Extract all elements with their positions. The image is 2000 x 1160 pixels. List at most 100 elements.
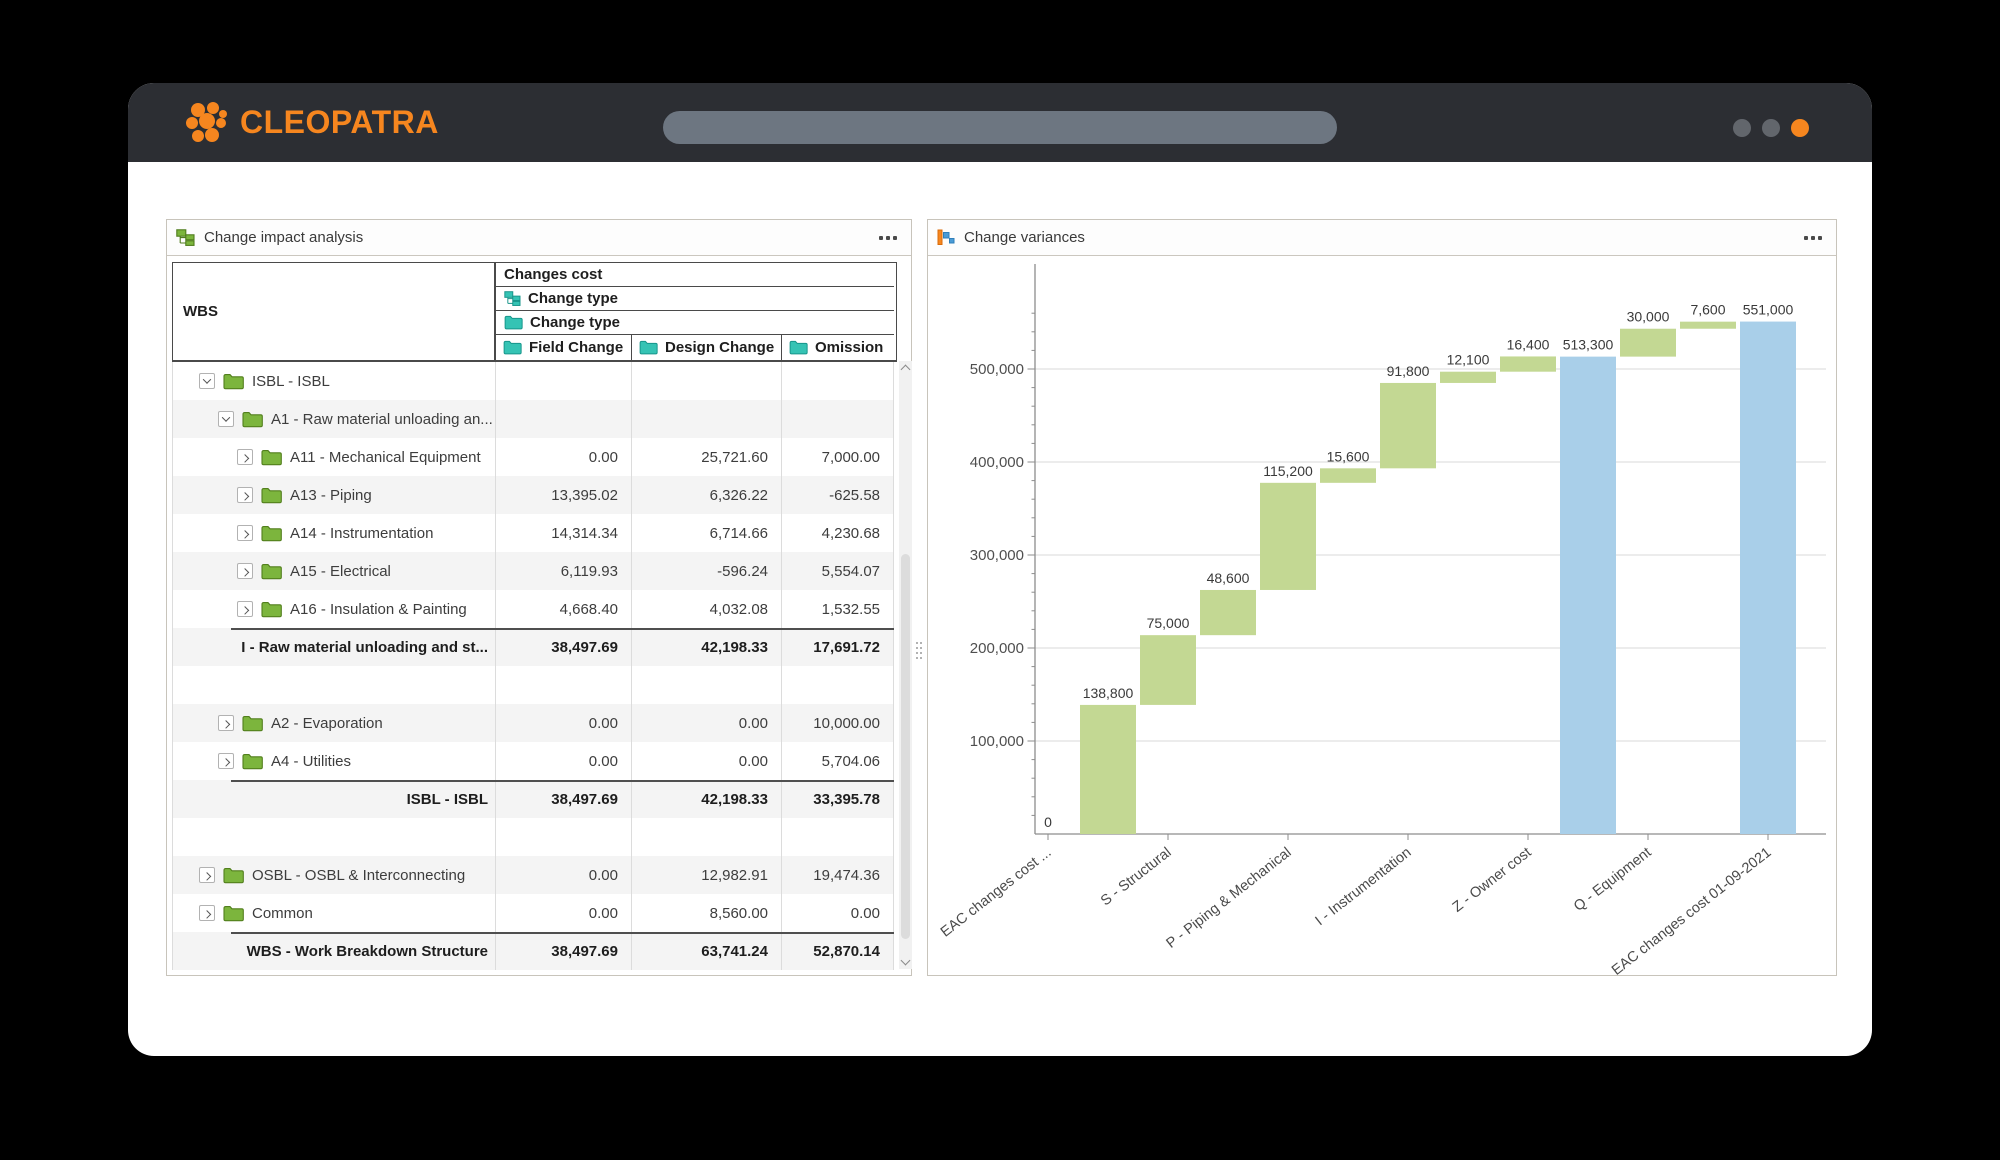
value-cell: 42,198.33 (632, 780, 782, 818)
window-control-dot-2[interactable] (1762, 119, 1780, 137)
expand-toggle[interactable] (199, 905, 215, 921)
waterfall-chart: 100,000 200,000 300,000 400,000 500,000 0 EAC … (938, 264, 1826, 975)
scroll-up-icon[interactable] (900, 364, 911, 375)
folder-icon (503, 340, 522, 355)
change-impact-panel-body: WBS Changes cost (167, 256, 912, 975)
wbs-cell: A16 - Insulation & Painting (173, 590, 496, 628)
panel-menu-button[interactable] (875, 232, 901, 244)
table-row[interactable]: OSBL - OSBL & Interconnecting 0.00 12,982.… (173, 856, 894, 894)
value-cell: 4,668.40 (496, 590, 632, 628)
wbs-cell: OSBL - OSBL & Interconnecting (173, 856, 496, 894)
column-label: Field Change (529, 339, 624, 356)
expand-toggle[interactable] (218, 715, 234, 731)
folder-icon (639, 340, 658, 355)
expand-toggle[interactable] (218, 753, 234, 769)
waterfall-bar (1500, 356, 1556, 372)
value-cell: -625.58 (782, 476, 894, 514)
panel-splitter[interactable] (914, 633, 926, 671)
change-type-folder-header: Change type (496, 311, 894, 335)
value-cell: 0.00 (496, 894, 632, 932)
waterfall-bar (1380, 382, 1436, 469)
scrollbar-thumb[interactable] (901, 554, 910, 939)
window-controls (1733, 119, 1809, 137)
wbs-cell: A4 - Utilities (173, 742, 496, 780)
table-row[interactable]: A16 - Insulation & Painting 4,668.40 4,032… (173, 590, 894, 628)
wbs-cell: I - Raw material unloading and st... (173, 628, 496, 666)
panel-menu-button[interactable] (1800, 232, 1826, 244)
vertical-scrollbar[interactable] (899, 361, 912, 969)
expand-toggle[interactable] (237, 525, 253, 541)
expand-toggle[interactable] (237, 563, 253, 579)
bar-value-label: 138,800 (1083, 685, 1134, 701)
cleopatra-logo-icon (186, 101, 227, 142)
value-cell (782, 362, 894, 400)
value-cell: 19,474.36 (782, 856, 894, 894)
value-cell: 14,314.34 (496, 514, 632, 552)
search-bar[interactable] (663, 111, 1337, 144)
waterfall-bar (1620, 328, 1676, 357)
folder-icon (261, 449, 282, 466)
bar-value-label: 115,200 (1263, 463, 1313, 479)
table-row[interactable]: Common 0.00 8,560.00 0.00 (173, 894, 894, 932)
bar-value-label: 0 (1044, 814, 1052, 830)
table-row[interactable]: A1 - Raw material unloading an... (173, 400, 894, 438)
value-cell (496, 666, 632, 704)
value-cell (496, 400, 632, 438)
value-cell: 25,721.60 (632, 438, 782, 476)
expand-toggle[interactable] (237, 487, 253, 503)
collapse-toggle[interactable] (218, 411, 234, 427)
value-cell: 0.00 (632, 742, 782, 780)
collapse-toggle[interactable] (199, 373, 215, 389)
table-row[interactable]: A2 - Evaporation 0.00 0.00 10,000.00 (173, 704, 894, 742)
value-cell: 7,000.00 (782, 438, 894, 476)
wbs-cell: ISBL - ISBL (173, 780, 496, 818)
change-impact-panel: Change impact analysis WBS Changes cost (166, 219, 912, 976)
value-cell: 38,497.69 (496, 628, 632, 666)
folder-icon (223, 867, 244, 884)
x-axis-label: EAC changes cost ... (938, 845, 1055, 941)
window-control-dot-1[interactable] (1733, 119, 1751, 137)
table-row[interactable]: A14 - Instrumentation 14,314.34 6,714.66 4,… (173, 514, 894, 552)
bar-value-label: 48,600 (1207, 570, 1250, 586)
value-cell (632, 666, 782, 704)
table-row[interactable]: A11 - Mechanical Equipment 0.00 25,721.60 7… (173, 438, 894, 476)
y-axis-label: 200,000 (970, 640, 1024, 657)
wbs-cell (173, 818, 496, 856)
expand-toggle[interactable] (237, 449, 253, 465)
table-row: ISBL - ISBL 38,497.69 42,198.33 33,395.78 (173, 780, 894, 818)
column-label: Design Change (665, 339, 775, 356)
wbs-label: A1 - Raw material unloading an... (271, 410, 493, 428)
column-header-field-change[interactable]: Field Change (496, 335, 632, 360)
scroll-down-icon[interactable] (900, 955, 911, 966)
value-cell: 52,870.14 (782, 932, 894, 970)
value-cell (782, 400, 894, 438)
wbs-label: Common (252, 904, 313, 922)
expand-toggle[interactable] (237, 601, 253, 617)
bar-value-label: 15,600 (1327, 448, 1370, 464)
folder-icon (242, 715, 263, 732)
expand-toggle[interactable] (199, 867, 215, 883)
value-cell: 42,198.33 (632, 628, 782, 666)
value-cell: 38,497.69 (496, 780, 632, 818)
wbs-label: A2 - Evaporation (271, 714, 383, 732)
hierarchy-tree-icon (176, 229, 195, 246)
table-row: I - Raw material unloading and st... 38,4… (173, 628, 894, 666)
column-header-design-change[interactable]: Design Change (632, 335, 782, 360)
bar-value-label: 30,000 (1627, 309, 1670, 325)
waterfall-bar (1680, 321, 1736, 329)
app-window: CLEOPATRA Change impact analysis (128, 83, 1872, 1056)
change-type-label: Change type (530, 314, 621, 331)
panel-title: Change variances (964, 229, 1085, 246)
table-row[interactable]: A4 - Utilities 0.00 0.00 5,704.06 (173, 742, 894, 780)
wbs-cell: A13 - Piping (173, 476, 496, 514)
table-row[interactable]: ISBL - ISBL (173, 362, 894, 400)
table-row[interactable]: A15 - Electrical 6,119.93 -596.24 5,554.07 (173, 552, 894, 590)
wbs-cell: A11 - Mechanical Equipment (173, 438, 496, 476)
change-variances-panel-header: Change variances (928, 220, 1836, 256)
window-control-dot-3[interactable] (1791, 119, 1809, 137)
column-header-omission[interactable]: Omission (782, 335, 894, 360)
waterfall-bar (1740, 321, 1796, 834)
waterfall-bar (1560, 356, 1616, 834)
wbs-cell: A14 - Instrumentation (173, 514, 496, 552)
table-row[interactable]: A13 - Piping 13,395.02 6,326.22 -625.58 (173, 476, 894, 514)
